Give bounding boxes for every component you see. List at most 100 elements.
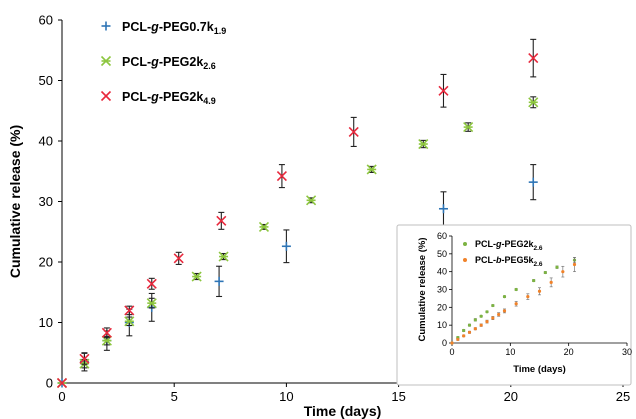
y-tick-label: 50 [437, 249, 447, 259]
data-point [491, 316, 495, 320]
legend-entry-label: PCL-g-PEG2k2.6 [122, 55, 216, 71]
data-point [276, 164, 287, 189]
x-tick-label: 10 [279, 389, 293, 404]
inset-y-axis-label: Cumulative release (%) [417, 237, 428, 341]
data-point [467, 323, 472, 327]
y-tick-label: 30 [39, 194, 53, 209]
data-point [473, 318, 477, 322]
data-point [497, 312, 501, 317]
data-point [218, 251, 229, 262]
y-tick-label: 30 [437, 285, 447, 295]
data-point [543, 270, 547, 275]
inset-legend: PCL-g-PEG2k2.6 PCL-b-PEG5k2.6 [463, 239, 543, 268]
legend-entry: PCL-b-PEG5k2.6 [463, 255, 543, 268]
legend-entry: PCL-g-PEG0.7k1.9 [101, 20, 226, 36]
inset-x-axis-label: Time (days) [513, 364, 566, 375]
x-tick-label: 0 [449, 347, 454, 357]
inset-frame [396, 224, 632, 386]
data-point [479, 314, 483, 318]
data-point [526, 293, 530, 300]
data-point [462, 334, 466, 338]
main-y-ticks: 0 10 20 30 40 50 60 [39, 13, 62, 391]
data-point [528, 96, 539, 109]
y-tick-label: 10 [39, 315, 53, 330]
data-point [56, 377, 68, 389]
data-point [502, 308, 507, 314]
legend-marker [463, 258, 467, 262]
data-point [473, 327, 477, 331]
legend-entry-label: PCL-g-PEG0.7k1.9 [122, 20, 226, 36]
data-point [528, 38, 539, 78]
data-point [101, 327, 112, 339]
y-tick-label: 50 [39, 73, 53, 88]
y-tick-label: 20 [437, 302, 447, 312]
data-point [555, 265, 559, 269]
data-point [561, 265, 565, 278]
y-tick-label: 0 [46, 376, 53, 391]
data-point [462, 328, 466, 333]
data-point [281, 229, 291, 264]
main-x-axis-label: Time (days) [304, 403, 382, 419]
data-point [502, 295, 507, 299]
data-point [124, 316, 135, 327]
data-point [572, 257, 577, 273]
main-legend: PCL-g-PEG0.7k1.9 PCL-g-PEG2k2.6 PCL-g-PEG2… [100, 20, 226, 106]
legend-entry-label: PCL-g-PEG2k2.6 [475, 239, 543, 252]
data-point [438, 73, 449, 108]
legend-marker [100, 90, 112, 102]
x-tick-label: 0 [58, 389, 65, 404]
y-tick-label: 60 [437, 231, 447, 241]
y-tick-label: 60 [39, 13, 53, 28]
data-point [79, 352, 90, 365]
legend-entry: PCL-g-PEG2k4.9 [100, 90, 216, 106]
data-point [258, 221, 270, 232]
inset-y-ticks: 0 10 20 30 40 50 60 [437, 231, 452, 348]
data-point [146, 277, 157, 290]
inset-plot: 0 10 20 30 0 10 20 30 40 50 60 Time (days) Cumula… [396, 224, 632, 386]
x-tick-label: 25 [616, 389, 630, 404]
data-point [124, 305, 135, 316]
data-point [456, 337, 460, 342]
data-point [491, 303, 495, 308]
data-point [214, 265, 224, 298]
data-point [450, 341, 454, 345]
main-plot: 0 5 10 15 20 25 0 10 20 30 40 50 60 Time (days) Cum… [7, 13, 630, 419]
y-tick-label: 20 [39, 255, 53, 270]
data-point [366, 164, 377, 175]
y-tick-label: 10 [437, 320, 447, 330]
legend-marker [100, 55, 112, 67]
inset-data-points [450, 257, 577, 345]
x-tick-label: 20 [564, 347, 574, 357]
data-point [216, 211, 227, 230]
y-tick-label: 0 [442, 338, 447, 348]
x-tick-label: 30 [622, 347, 632, 357]
data-point [467, 330, 472, 334]
data-point [537, 287, 542, 296]
data-point [514, 301, 518, 307]
y-tick-label: 40 [39, 134, 53, 149]
data-point [532, 278, 536, 283]
data-point [418, 138, 429, 150]
legend-entry-label: PCL-g-PEG2k4.9 [122, 90, 216, 106]
legend-entry: PCL-g-PEG2k2.6 [463, 239, 543, 252]
x-tick-label: 20 [504, 389, 518, 404]
data-point [146, 297, 157, 309]
x-tick-label: 15 [391, 389, 405, 404]
main-x-ticks: 0 5 10 15 20 25 [58, 383, 630, 404]
data-point [549, 277, 553, 288]
x-tick-label: 5 [171, 389, 178, 404]
main-data-points [56, 38, 539, 389]
data-point [173, 251, 184, 265]
legend-marker [101, 21, 111, 31]
legend-marker [463, 242, 467, 246]
data-point [514, 287, 518, 292]
data-point [479, 323, 483, 327]
data-point [348, 116, 359, 147]
data-point [485, 310, 489, 314]
y-tick-label: 40 [437, 267, 447, 277]
data-point [306, 195, 317, 206]
legend-entry-label: PCL-b-PEG5k2.6 [475, 255, 543, 268]
main-y-axis-label: Cumulative release (%) [7, 125, 23, 278]
data-point [463, 122, 474, 133]
